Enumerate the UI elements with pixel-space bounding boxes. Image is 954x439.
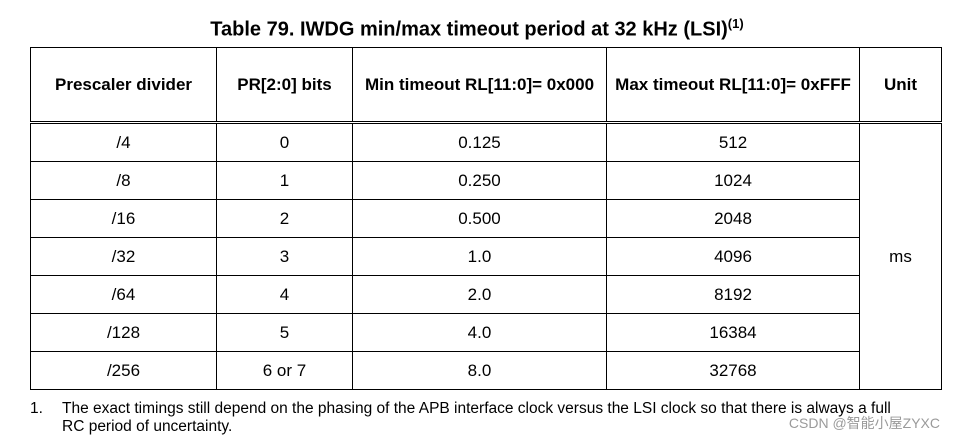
table-cell: 1024 <box>606 161 860 200</box>
table-cell: 2.0 <box>352 275 607 314</box>
table-row: /128 5 4.0 16384 <box>30 313 942 352</box>
table-cell: 4096 <box>606 237 860 276</box>
footnote: 1. The exact timings still depend on the … <box>30 400 910 436</box>
table-cell: 3 <box>216 237 353 276</box>
table-cell: 0.500 <box>352 199 607 238</box>
table-cell: /64 <box>30 275 217 314</box>
table-row: /4 0 0.125 512 ms <box>30 122 942 390</box>
table-row: /16 2 0.500 2048 <box>30 199 942 238</box>
header-row: Prescaler divider PR[2:0] bits Min timeout… <box>30 47 942 124</box>
table-cell: 0 <box>216 122 353 162</box>
table-cell: 512 <box>606 122 860 162</box>
header-cell: Unit <box>859 47 942 124</box>
table-cell: /128 <box>30 313 217 352</box>
header-cell: Min timeout RL[11:0]= 0x000 <box>352 47 607 124</box>
timeout-table: Prescaler divider PR[2:0] bits Min timeout… <box>30 47 942 390</box>
table-cell: 2048 <box>606 199 860 238</box>
table-cell: 4 <box>216 275 353 314</box>
header-cell: PR[2:0] bits <box>216 47 353 124</box>
table-cell: 4.0 <box>352 313 607 352</box>
watermark: CSDN @智能小屋ZYXC <box>788 415 940 431</box>
table-cell: 0.250 <box>352 161 607 200</box>
table-cell: 8192 <box>606 275 860 314</box>
table-body: /4 0 0.125 512 ms/8 1 0.250 1024/16 2 0.500 2048/3… <box>30 122 942 390</box>
table-row: /32 3 1.0 4096 <box>30 237 942 276</box>
table-cell: /256 <box>30 351 217 390</box>
table-cell: /8 <box>30 161 217 200</box>
table-row: /256 6 or 7 8.0 32768 <box>30 351 942 390</box>
table-cell: 1.0 <box>352 237 607 276</box>
table-cell: 0.125 <box>352 122 607 162</box>
table-row: /64 4 2.0 8192 <box>30 275 942 314</box>
table-cell: /16 <box>30 199 217 238</box>
title-text: Table 79. IWDG min/max timeout period at… <box>210 18 728 41</box>
table-cell: 8.0 <box>352 351 607 390</box>
table-cell: 2 <box>216 199 353 238</box>
header-cell: Prescaler divider <box>30 47 217 124</box>
table-cell: 16384 <box>606 313 860 352</box>
header-cell: Max timeout RL[11:0]= 0xFFF <box>606 47 860 124</box>
footnote-text: The exact timings still depend on the ph… <box>62 400 891 435</box>
table-cell: /4 <box>30 122 217 162</box>
table-cell: /32 <box>30 237 217 276</box>
table-cell: 5 <box>216 313 353 352</box>
table-title: Table 79. IWDG min/max timeout period at… <box>0 16 954 42</box>
table-cell: 6 or 7 <box>216 351 353 390</box>
table-cell: 1 <box>216 161 353 200</box>
table-row: /8 1 0.250 1024 <box>30 161 942 200</box>
title-note: (1) <box>727 16 744 31</box>
unit-cell: ms <box>859 122 942 390</box>
footnote-number: 1. <box>30 400 43 417</box>
table-cell: 32768 <box>606 351 860 390</box>
